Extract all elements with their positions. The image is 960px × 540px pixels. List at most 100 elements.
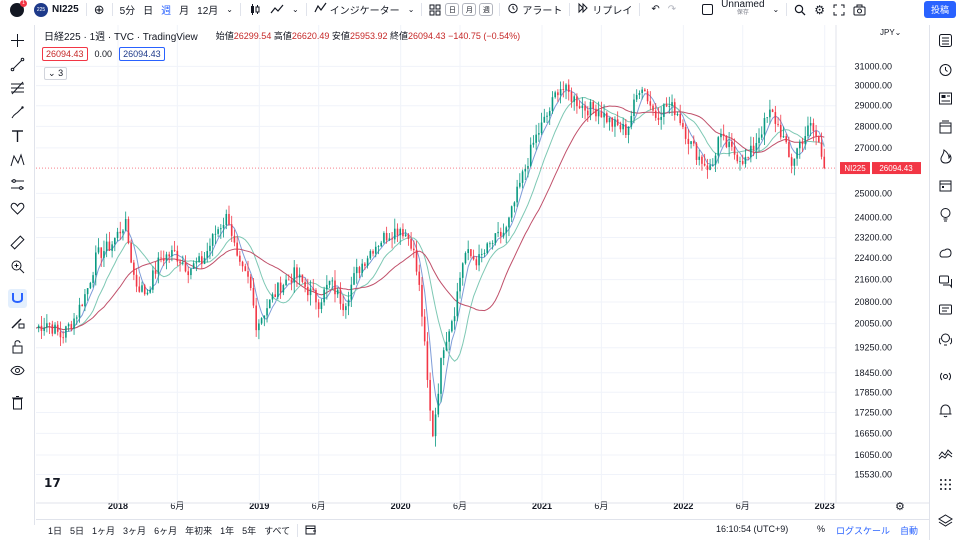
tradingview-logo[interactable]: 𝟭𝟳 bbox=[44, 476, 61, 490]
candle-body bbox=[532, 142, 535, 145]
user-avatar[interactable]: 1 bbox=[10, 0, 27, 17]
watchlist-icon[interactable] bbox=[935, 31, 956, 50]
candle-body bbox=[160, 257, 162, 259]
lock-icon[interactable] bbox=[8, 337, 27, 356]
interval-week[interactable]: 週 bbox=[161, 6, 172, 17]
publish-button[interactable]: 投稿 bbox=[923, 1, 956, 18]
lightbulb-icon[interactable] bbox=[935, 205, 956, 224]
projection-icon[interactable] bbox=[8, 175, 27, 194]
brush-icon[interactable] bbox=[8, 103, 27, 122]
compare-symbol-icon[interactable]: ⊕ bbox=[93, 1, 105, 17]
indicators-dropdown-icon[interactable]: ⌄ bbox=[407, 5, 415, 14]
candle-body bbox=[366, 258, 369, 266]
replay-button[interactable]: リプレイ bbox=[573, 0, 636, 19]
candle-type-icon[interactable] bbox=[244, 0, 266, 19]
goto-date-icon[interactable] bbox=[301, 524, 321, 537]
candle-body bbox=[744, 156, 747, 164]
candle-body bbox=[614, 119, 616, 127]
magnet-icon[interactable] bbox=[8, 289, 27, 308]
redo-icon[interactable]: ↷ bbox=[667, 4, 677, 15]
chart-settings-gear-icon[interactable]: ⚙ bbox=[895, 501, 905, 513]
templates-icon[interactable] bbox=[425, 0, 445, 19]
quick-interval-week[interactable]: 週 bbox=[479, 3, 494, 16]
candle-body bbox=[97, 247, 100, 253]
line-chart-icon[interactable] bbox=[266, 0, 288, 19]
alert-button[interactable]: アラート bbox=[503, 0, 566, 19]
buy-price[interactable]: 26094.43 bbox=[119, 47, 165, 61]
hotlist-icon[interactable] bbox=[935, 147, 956, 166]
calendar-list-icon[interactable] bbox=[935, 118, 956, 137]
range-1d[interactable]: 1日 bbox=[48, 525, 63, 536]
clock-time[interactable]: 16:10:54 (UTC+9) bbox=[716, 524, 789, 534]
candle-body bbox=[698, 156, 701, 160]
auto-scale-toggle[interactable]: 自動 bbox=[900, 526, 919, 536]
quick-interval-day[interactable]: 日 bbox=[445, 3, 460, 16]
broadcast-icon[interactable] bbox=[935, 367, 956, 386]
candle-body bbox=[486, 243, 489, 253]
range-1m[interactable]: 1ヶ月 bbox=[92, 525, 116, 536]
gear-icon[interactable]: ⚙ bbox=[814, 2, 825, 17]
ideas-chat-icon[interactable] bbox=[935, 301, 956, 320]
candle-body bbox=[255, 305, 257, 331]
pencil-lock-icon[interactable] bbox=[8, 313, 27, 332]
eye-icon[interactable] bbox=[8, 361, 27, 380]
range-6m[interactable]: 6ヶ月 bbox=[154, 525, 178, 536]
range-ytd[interactable]: 年初来 bbox=[185, 525, 213, 536]
range-5d[interactable]: 5日 bbox=[70, 525, 85, 536]
fullscreen-icon[interactable] bbox=[829, 0, 849, 19]
bell-icon[interactable] bbox=[935, 401, 956, 420]
chat-icon[interactable] bbox=[935, 272, 956, 291]
legend-title[interactable]: 日経225 · 1週 · TVC · TradingView bbox=[44, 32, 198, 43]
currency-selector[interactable]: JPY⌄ bbox=[880, 28, 901, 37]
quick-interval-month[interactable]: 月 bbox=[462, 3, 477, 16]
percent-toggle[interactable]: % bbox=[817, 524, 826, 534]
candle-body bbox=[570, 91, 573, 102]
crosshair-icon[interactable] bbox=[8, 31, 27, 50]
trash-icon[interactable] bbox=[8, 393, 27, 412]
range-all[interactable]: すべて bbox=[264, 525, 291, 536]
heart-icon[interactable] bbox=[8, 199, 27, 218]
pine-icon[interactable] bbox=[935, 330, 956, 349]
trendline-icon[interactable] bbox=[8, 55, 27, 74]
candle-body bbox=[755, 142, 758, 150]
price-tick-label: 21600.00 bbox=[854, 275, 892, 285]
calendar-icon[interactable] bbox=[935, 176, 956, 195]
alarm-clock-icon[interactable] bbox=[935, 60, 956, 79]
candle-body bbox=[230, 224, 233, 236]
candle-body bbox=[760, 134, 763, 138]
interval-day[interactable]: 日 bbox=[143, 6, 154, 17]
undo-icon[interactable]: ↶ bbox=[651, 4, 660, 15]
streams-icon[interactable] bbox=[935, 243, 956, 262]
log-scale-toggle[interactable]: ログスケール bbox=[836, 526, 891, 536]
pattern-icon[interactable] bbox=[8, 151, 27, 170]
dots-grid-icon[interactable] bbox=[935, 475, 956, 494]
candle-body bbox=[364, 263, 366, 266]
price-chart[interactable]: 31000.00 30000.00 29000.00 28000.00 27000.00… bbox=[36, 25, 929, 519]
news-icon[interactable] bbox=[935, 89, 956, 108]
interval-dropdown-icon[interactable]: ⌄ bbox=[226, 5, 233, 14]
layout-dropdown-icon[interactable]: ⌄ bbox=[772, 5, 780, 14]
signal-wave-icon[interactable] bbox=[935, 444, 956, 463]
range-5y[interactable]: 5年 bbox=[242, 525, 257, 536]
indicators-button[interactable]: インジケーター bbox=[310, 0, 404, 19]
layout-name-button[interactable]: Unnamed 保存 bbox=[717, 0, 768, 19]
divider bbox=[297, 523, 299, 537]
camera-icon[interactable] bbox=[849, 0, 870, 19]
interval-5m[interactable]: 5分 bbox=[119, 6, 136, 17]
range-1y[interactable]: 1年 bbox=[220, 525, 235, 536]
ruler-icon[interactable] bbox=[8, 233, 27, 252]
interval-month[interactable]: 月 bbox=[179, 6, 190, 17]
range-3m[interactable]: 3ヶ月 bbox=[123, 525, 147, 536]
chart-type-dropdown-icon[interactable]: ⌄ bbox=[291, 5, 299, 14]
symbol-search-button[interactable]: NI225 bbox=[52, 4, 79, 15]
layers-icon[interactable] bbox=[935, 511, 956, 530]
sell-price[interactable]: 26094.43 bbox=[42, 47, 88, 61]
zoom-in-icon[interactable] bbox=[8, 257, 27, 276]
indicator-collapse-toggle[interactable]: ⌄ 3 bbox=[44, 67, 68, 80]
candle-body bbox=[65, 326, 67, 338]
interval-12month[interactable]: 12月 bbox=[197, 6, 219, 17]
layout-checkbox[interactable] bbox=[698, 0, 717, 19]
search-icon[interactable] bbox=[790, 0, 810, 19]
text-tool-icon[interactable] bbox=[8, 127, 27, 146]
fib-retracement-icon[interactable] bbox=[8, 79, 27, 98]
